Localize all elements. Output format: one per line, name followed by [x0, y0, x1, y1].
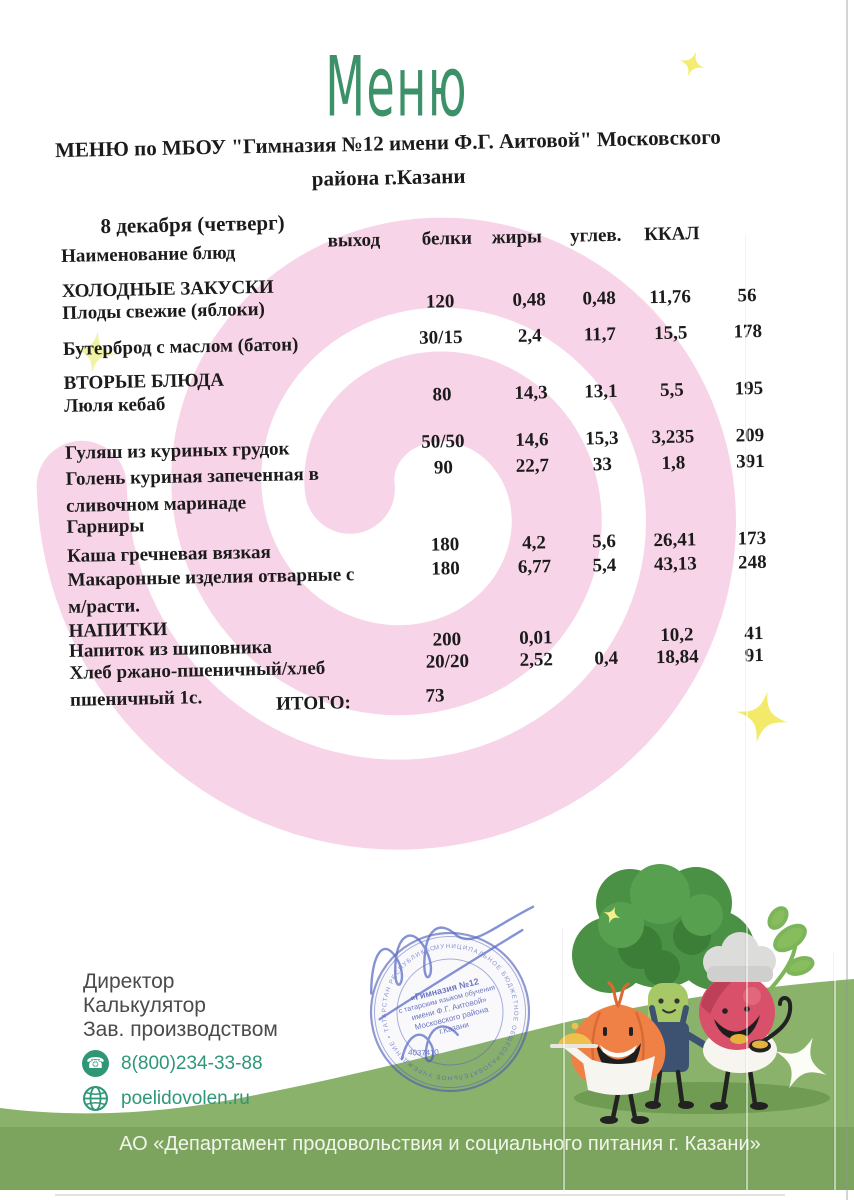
- dish-out: 90: [433, 457, 454, 479]
- dish-kcal: 248: [737, 551, 767, 574]
- school-heading-line1: МЕНЮ по МБОУ "Гимназия №12 имени Ф.Г. Аи…: [54, 124, 722, 163]
- dish-out: 50/50: [421, 430, 465, 453]
- ladle-icon: [749, 996, 793, 1053]
- column-header-carb: углев.: [569, 224, 622, 247]
- scan-crease: [746, 235, 748, 1190]
- dish-protein: 0,48: [512, 289, 546, 311]
- dish-kcal: 391: [735, 450, 765, 473]
- menu-date: 8 декабря (четверг): [100, 210, 285, 239]
- dish-carb: 3,235: [651, 426, 695, 449]
- school-heading-line2: района г.Казани: [311, 163, 466, 191]
- role-production-manager: Зав. производством: [83, 1018, 278, 1041]
- menu-rows: ХОЛОДНЫЕ ЗАКУСКИ Плоды свежие (яблоки) 120…: [0, 0, 848, 711]
- dish-protein: 14,3: [514, 382, 548, 404]
- column-header-name: Наименование блюд: [60, 242, 236, 267]
- dish-out: 20/20: [425, 650, 470, 673]
- broccoli-character: [572, 864, 755, 1109]
- footer-organization: АО «Департамент продовольствия и социаль…: [119, 1133, 761, 1155]
- column-header-fat: жиры: [491, 226, 543, 249]
- dish-carb: 5,5: [659, 379, 685, 401]
- dish-out: 30/15: [418, 326, 463, 349]
- scan-crease: [834, 952, 836, 1190]
- phone-number: 8(800)234-33-88: [121, 1052, 263, 1074]
- phone-icon: ☎: [82, 1050, 109, 1077]
- dish-fat: 15,3: [585, 427, 619, 450]
- role-director: Директор: [83, 970, 175, 993]
- dish-out: 120: [425, 291, 455, 313]
- phone-contact: ☎ 8(800)234-33-88: [82, 1050, 263, 1077]
- vegetable-mascots-illustration: [550, 864, 815, 1124]
- dish-fat: 5,4: [592, 554, 617, 577]
- dish-out: 180: [431, 558, 460, 580]
- dish-fat: 11,7: [583, 323, 617, 346]
- dish-name: Бутерброд с маслом (батон): [62, 334, 299, 360]
- website-url: poelidovolen.ru: [121, 1087, 250, 1109]
- radish-leaves: [758, 906, 815, 1002]
- globe-icon: [82, 1085, 109, 1112]
- signature-roles: Директор Калькулятор Зав. производством: [83, 970, 278, 1042]
- dish-carb: 1,8: [661, 452, 686, 474]
- website-contact: poelidovolen.ru: [82, 1085, 250, 1112]
- column-header-protein: белки: [421, 227, 473, 250]
- column-header-out: выход: [327, 229, 381, 252]
- dish-name: Гарниры: [66, 515, 145, 538]
- radish-chef-character: [699, 932, 793, 1110]
- serving-cloche: [550, 1022, 598, 1048]
- dish-fat: 13,1: [584, 380, 618, 403]
- pink-spiral-watermark: [36, 217, 737, 850]
- scan-edge-artifact: [846, 0, 848, 1200]
- dish-protein: 2,4: [517, 325, 542, 347]
- dish-carb: 15,5: [653, 322, 688, 345]
- onion-character: [550, 981, 666, 1124]
- dish-carb: 43,13: [653, 553, 698, 576]
- column-header-kcal: ККАЛ: [643, 223, 700, 246]
- dish-kcal: 209: [735, 424, 765, 447]
- dish-carb: 18,84: [655, 646, 699, 669]
- dish-name: Люля кебаб: [63, 393, 166, 417]
- dish-fat: 33: [592, 453, 613, 476]
- menu-script-title: Меню: [325, 40, 468, 137]
- scan-edge-artifact: [55, 1194, 785, 1196]
- dish-carb: 11,76: [649, 286, 692, 309]
- scan-crease: [563, 928, 565, 1190]
- menu-dish-row: Бутерброд с маслом (батон) 30/15 2,4 11,7 15…: [62, 321, 763, 363]
- dish-protein: 6,77: [517, 556, 552, 578]
- pen-signature: [369, 905, 535, 1063]
- dish-name: Плоды свежие (яблоки): [62, 298, 266, 324]
- dish-protein: 22,7: [515, 455, 550, 477]
- total-kcal-value: 73: [425, 685, 445, 707]
- dish-fat: 0,4: [594, 647, 619, 670]
- dish-protein: 14,6: [515, 429, 549, 451]
- dish-fat: 0,48: [582, 287, 616, 310]
- dish-out: 80: [432, 384, 452, 406]
- dish-kcal: 195: [734, 377, 764, 400]
- total-label: ИТОГО:: [275, 692, 352, 715]
- chef-hat-icon: [703, 932, 776, 982]
- role-calculator: Калькулятор: [83, 994, 206, 1017]
- dish-protein: 2,52: [519, 649, 554, 671]
